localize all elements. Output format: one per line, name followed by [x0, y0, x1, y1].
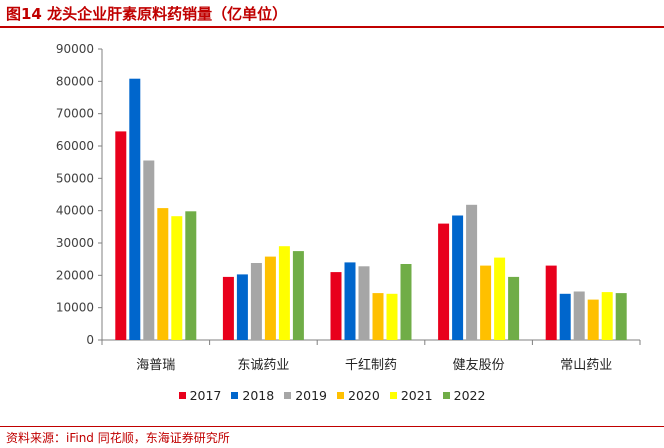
bar-2022-2: [400, 264, 412, 340]
category-label: 健友股份: [453, 357, 505, 373]
legend-label: 2022: [453, 388, 486, 403]
category-label: 常山药业: [560, 358, 612, 373]
category-label: 千红制药: [345, 357, 397, 373]
source-note: 资料来源：iFind 同花顺，东海证券研究所: [6, 431, 230, 445]
y-tick-label: 10000: [56, 301, 94, 315]
bar-2021-1: [278, 246, 290, 340]
legend-label: 2017: [189, 388, 222, 403]
y-tick-label: 80000: [56, 74, 94, 88]
legend-label: 2018: [242, 388, 275, 403]
y-tick-label: 20000: [56, 268, 94, 282]
legend-swatch: [178, 392, 186, 399]
y-tick-label: 30000: [56, 236, 94, 250]
legend-item: 2021: [389, 388, 433, 403]
legend-label: 2020: [348, 388, 380, 403]
bar-2022-4: [615, 293, 627, 340]
bar-2019-4: [573, 291, 585, 340]
y-tick-label: 60000: [56, 139, 94, 153]
bar-2017-2: [330, 272, 342, 340]
bar-2017-0: [115, 131, 127, 340]
bar-2019-3: [466, 204, 478, 340]
bar-2021-2: [386, 293, 398, 340]
legend-swatch: [231, 392, 239, 399]
bar-2022-0: [185, 211, 197, 340]
bar-2022-3: [508, 276, 520, 340]
bar-2019-1: [250, 263, 262, 340]
legend-item: 2019: [284, 388, 327, 403]
legend-swatch: [284, 392, 292, 399]
bar-2020-1: [264, 256, 276, 340]
legend-swatch: [442, 392, 450, 399]
category-label: 海普瑞: [136, 358, 175, 373]
category-labels: 海普瑞 东诚药业 千红制药 健友股份 常山药业: [136, 357, 612, 373]
bar-2018-0: [129, 78, 141, 340]
bar-2017-4: [545, 265, 557, 340]
bar-2019-0: [143, 160, 155, 340]
bar-2017-3: [438, 223, 450, 340]
title-rule: [0, 26, 664, 28]
legend-item: 2018: [231, 388, 274, 403]
legend-swatch: [389, 392, 397, 399]
legend-item: 2017: [178, 388, 222, 403]
bar-2020-3: [480, 265, 492, 340]
bar-2021-3: [494, 257, 506, 340]
bar-2017-1: [222, 276, 234, 340]
bar-2018-4: [559, 293, 571, 340]
bars: [115, 78, 627, 340]
bar-2021-0: [171, 216, 183, 340]
legend-swatch: [337, 392, 344, 399]
bar-2018-3: [452, 215, 464, 340]
y-tick-label: 90000: [56, 42, 94, 56]
bar-2020-0: [157, 208, 169, 340]
y-axis-ticks: 0 10000 20000 30000 40000 50000 60000 70000 8000…: [56, 42, 102, 347]
figure-title: 图14 龙头企业肝素原料药销量（亿单位）: [6, 5, 288, 23]
bar-2020-4: [587, 299, 599, 340]
legend-item: 2022: [442, 388, 486, 403]
bar-2020-2: [372, 293, 384, 340]
bar-2018-1: [236, 274, 248, 340]
legend-item: 2020: [337, 388, 380, 403]
y-tick-label: 0: [86, 333, 94, 347]
bar-2022-1: [292, 251, 304, 340]
y-tick-label: 40000: [56, 204, 94, 218]
bar-2018-2: [344, 262, 356, 340]
bar-2019-2: [358, 266, 370, 340]
x-axis-ticks: [101, 340, 641, 345]
y-tick-label: 50000: [56, 171, 94, 185]
y-tick-label: 70000: [56, 107, 94, 121]
source-rule: [0, 426, 664, 427]
category-label: 东诚药业: [237, 358, 289, 373]
bar-2021-4: [601, 292, 613, 340]
legend-label: 2021: [400, 388, 433, 403]
legend-label: 2019: [295, 388, 327, 403]
legend: 2017 2018 2019 2020 2021 2022: [0, 388, 664, 403]
